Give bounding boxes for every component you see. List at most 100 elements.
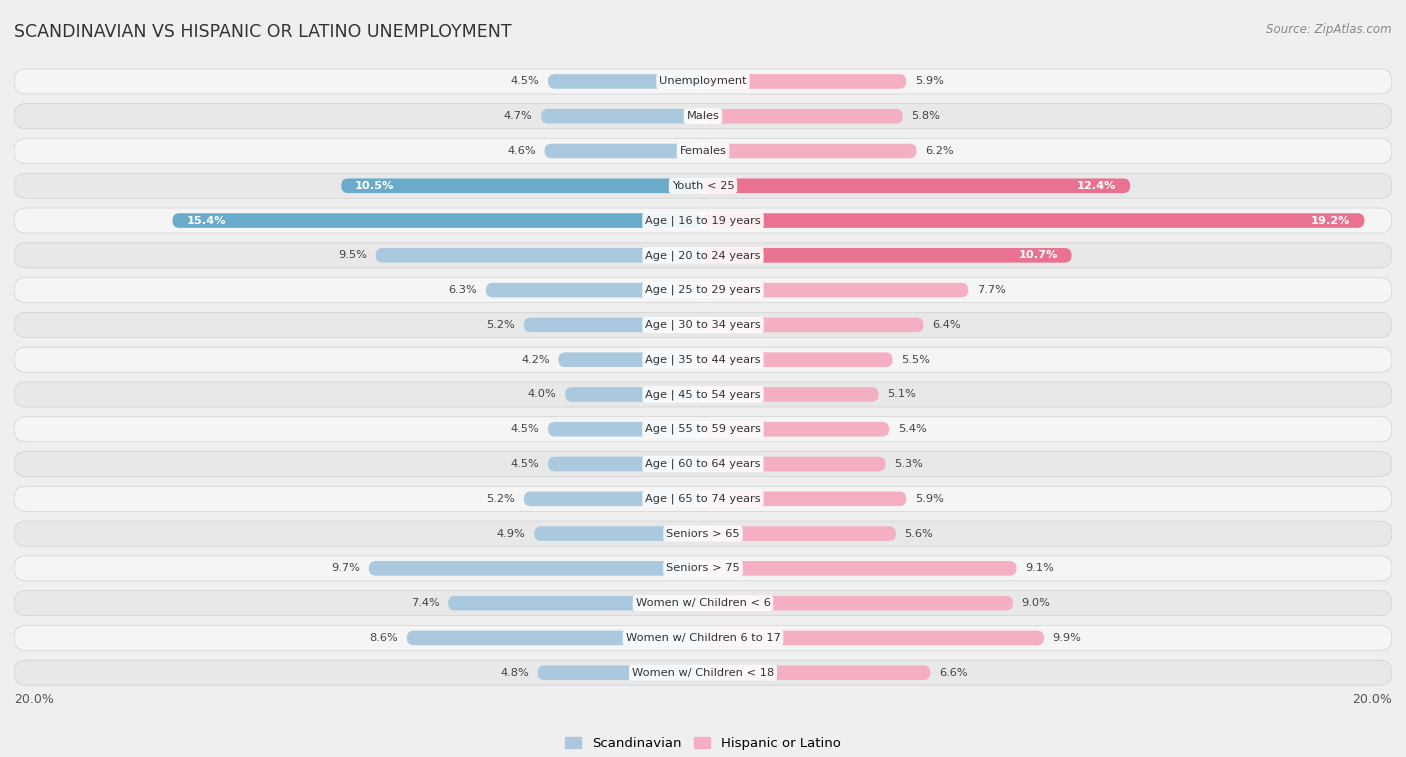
FancyBboxPatch shape bbox=[14, 208, 1392, 233]
Text: 5.9%: 5.9% bbox=[915, 76, 943, 86]
FancyBboxPatch shape bbox=[703, 352, 893, 367]
Text: 5.2%: 5.2% bbox=[486, 320, 515, 330]
Text: 6.4%: 6.4% bbox=[932, 320, 960, 330]
FancyBboxPatch shape bbox=[703, 665, 931, 680]
FancyBboxPatch shape bbox=[14, 104, 1392, 129]
Text: 4.9%: 4.9% bbox=[496, 528, 526, 538]
FancyBboxPatch shape bbox=[14, 313, 1392, 338]
Text: 10.5%: 10.5% bbox=[356, 181, 395, 191]
FancyBboxPatch shape bbox=[703, 387, 879, 402]
Text: 9.7%: 9.7% bbox=[332, 563, 360, 573]
FancyBboxPatch shape bbox=[703, 283, 969, 298]
FancyBboxPatch shape bbox=[703, 456, 886, 472]
FancyBboxPatch shape bbox=[14, 139, 1392, 164]
FancyBboxPatch shape bbox=[14, 278, 1392, 303]
FancyBboxPatch shape bbox=[548, 456, 703, 472]
Text: 19.2%: 19.2% bbox=[1312, 216, 1351, 226]
FancyBboxPatch shape bbox=[486, 283, 703, 298]
FancyBboxPatch shape bbox=[703, 109, 903, 123]
Text: Age | 55 to 59 years: Age | 55 to 59 years bbox=[645, 424, 761, 435]
Text: 5.5%: 5.5% bbox=[901, 355, 929, 365]
FancyBboxPatch shape bbox=[342, 179, 703, 193]
FancyBboxPatch shape bbox=[14, 556, 1392, 581]
FancyBboxPatch shape bbox=[14, 590, 1392, 615]
FancyBboxPatch shape bbox=[703, 631, 1045, 645]
Text: Source: ZipAtlas.com: Source: ZipAtlas.com bbox=[1267, 23, 1392, 36]
FancyBboxPatch shape bbox=[14, 347, 1392, 372]
Text: Seniors > 65: Seniors > 65 bbox=[666, 528, 740, 538]
Text: 15.4%: 15.4% bbox=[186, 216, 226, 226]
Text: 9.9%: 9.9% bbox=[1053, 633, 1081, 643]
FancyBboxPatch shape bbox=[703, 526, 896, 541]
FancyBboxPatch shape bbox=[548, 74, 703, 89]
FancyBboxPatch shape bbox=[558, 352, 703, 367]
Text: Youth < 25: Youth < 25 bbox=[672, 181, 734, 191]
Text: Age | 25 to 29 years: Age | 25 to 29 years bbox=[645, 285, 761, 295]
Text: 5.9%: 5.9% bbox=[915, 494, 943, 504]
FancyBboxPatch shape bbox=[703, 596, 1012, 610]
Text: 5.8%: 5.8% bbox=[911, 111, 941, 121]
FancyBboxPatch shape bbox=[406, 631, 703, 645]
Text: 4.5%: 4.5% bbox=[510, 424, 540, 435]
Text: SCANDINAVIAN VS HISPANIC OR LATINO UNEMPLOYMENT: SCANDINAVIAN VS HISPANIC OR LATINO UNEMP… bbox=[14, 23, 512, 41]
FancyBboxPatch shape bbox=[14, 416, 1392, 442]
Text: 4.6%: 4.6% bbox=[508, 146, 536, 156]
Text: 12.4%: 12.4% bbox=[1077, 181, 1116, 191]
Text: Age | 20 to 24 years: Age | 20 to 24 years bbox=[645, 250, 761, 260]
Text: Age | 45 to 54 years: Age | 45 to 54 years bbox=[645, 389, 761, 400]
Text: Seniors > 75: Seniors > 75 bbox=[666, 563, 740, 573]
FancyBboxPatch shape bbox=[703, 491, 907, 506]
FancyBboxPatch shape bbox=[703, 561, 1017, 575]
FancyBboxPatch shape bbox=[14, 173, 1392, 198]
FancyBboxPatch shape bbox=[173, 213, 703, 228]
Text: 5.1%: 5.1% bbox=[887, 389, 917, 400]
FancyBboxPatch shape bbox=[544, 144, 703, 158]
Text: 7.7%: 7.7% bbox=[977, 285, 1005, 295]
FancyBboxPatch shape bbox=[14, 243, 1392, 268]
Text: 8.6%: 8.6% bbox=[370, 633, 398, 643]
Text: 4.5%: 4.5% bbox=[510, 76, 540, 86]
Text: 7.4%: 7.4% bbox=[411, 598, 440, 608]
Text: 5.3%: 5.3% bbox=[894, 459, 924, 469]
Text: 6.2%: 6.2% bbox=[925, 146, 953, 156]
FancyBboxPatch shape bbox=[703, 422, 889, 437]
FancyBboxPatch shape bbox=[14, 625, 1392, 650]
FancyBboxPatch shape bbox=[368, 561, 703, 575]
Text: 20.0%: 20.0% bbox=[1353, 693, 1392, 706]
Text: Women w/ Children 6 to 17: Women w/ Children 6 to 17 bbox=[626, 633, 780, 643]
FancyBboxPatch shape bbox=[14, 69, 1392, 94]
Text: Women w/ Children < 6: Women w/ Children < 6 bbox=[636, 598, 770, 608]
FancyBboxPatch shape bbox=[14, 451, 1392, 477]
Text: Age | 60 to 64 years: Age | 60 to 64 years bbox=[645, 459, 761, 469]
Text: 4.8%: 4.8% bbox=[501, 668, 529, 678]
Text: Age | 65 to 74 years: Age | 65 to 74 years bbox=[645, 494, 761, 504]
FancyBboxPatch shape bbox=[703, 74, 907, 89]
Text: Women w/ Children < 18: Women w/ Children < 18 bbox=[631, 668, 775, 678]
FancyBboxPatch shape bbox=[703, 179, 1130, 193]
FancyBboxPatch shape bbox=[703, 213, 1364, 228]
Text: 9.0%: 9.0% bbox=[1022, 598, 1050, 608]
Text: 9.5%: 9.5% bbox=[339, 251, 367, 260]
Text: Males: Males bbox=[686, 111, 720, 121]
Text: 4.5%: 4.5% bbox=[510, 459, 540, 469]
Text: 4.2%: 4.2% bbox=[522, 355, 550, 365]
FancyBboxPatch shape bbox=[541, 109, 703, 123]
Text: 6.3%: 6.3% bbox=[449, 285, 478, 295]
Text: 5.2%: 5.2% bbox=[486, 494, 515, 504]
Text: 5.6%: 5.6% bbox=[904, 528, 934, 538]
Text: Age | 35 to 44 years: Age | 35 to 44 years bbox=[645, 354, 761, 365]
Text: 10.7%: 10.7% bbox=[1018, 251, 1057, 260]
Text: Unemployment: Unemployment bbox=[659, 76, 747, 86]
FancyBboxPatch shape bbox=[548, 422, 703, 437]
FancyBboxPatch shape bbox=[14, 382, 1392, 407]
Text: 4.0%: 4.0% bbox=[527, 389, 557, 400]
FancyBboxPatch shape bbox=[524, 318, 703, 332]
Text: 20.0%: 20.0% bbox=[14, 693, 53, 706]
FancyBboxPatch shape bbox=[14, 521, 1392, 546]
Text: Age | 30 to 34 years: Age | 30 to 34 years bbox=[645, 319, 761, 330]
Text: 4.7%: 4.7% bbox=[503, 111, 533, 121]
Text: Age | 16 to 19 years: Age | 16 to 19 years bbox=[645, 215, 761, 226]
FancyBboxPatch shape bbox=[14, 660, 1392, 685]
Text: 5.4%: 5.4% bbox=[897, 424, 927, 435]
FancyBboxPatch shape bbox=[565, 387, 703, 402]
